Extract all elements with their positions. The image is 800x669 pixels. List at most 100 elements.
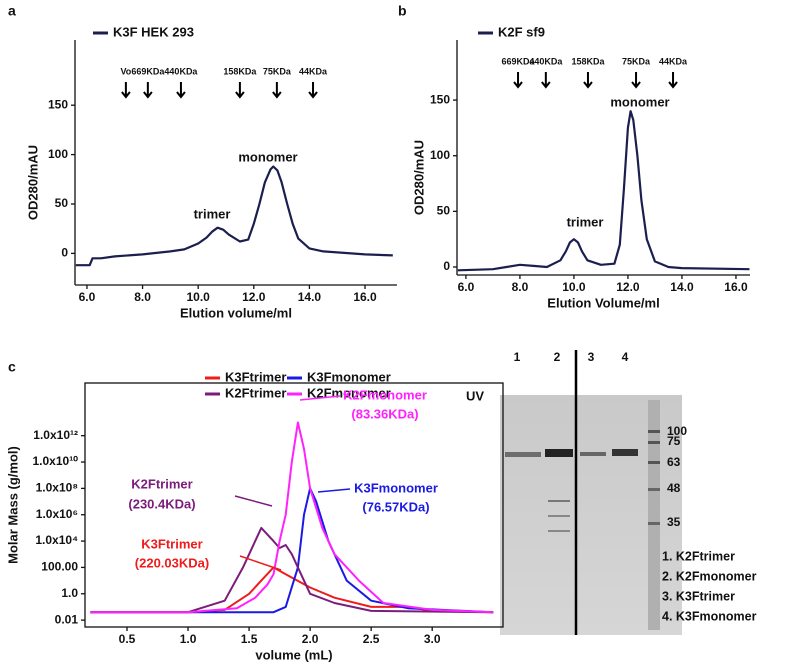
marker-arrow	[308, 82, 318, 99]
lane-label: 2	[554, 350, 561, 364]
marker-arrow	[176, 82, 186, 99]
annotation-arrow	[234, 495, 273, 507]
marker-arrow	[235, 82, 245, 99]
x-tick-label: 14.0	[670, 280, 694, 294]
annotation: (76.57KDa)	[362, 499, 429, 514]
plot-frame	[84, 382, 504, 628]
y-tick-label: 50	[437, 204, 451, 218]
marker-label: 44KDa	[299, 66, 328, 76]
y-tick-label: 50	[55, 196, 69, 210]
annotation: (83.36KDa)	[351, 406, 418, 421]
marker-label: 440KDa	[164, 66, 198, 76]
x-tick-label: 2.5	[363, 632, 380, 646]
x-tick-label: 8.0	[512, 280, 529, 294]
marker-arrow	[583, 72, 593, 89]
legend-label: K2F sf9	[498, 24, 545, 39]
y-tick-label: 1.0x10⁶	[36, 507, 78, 521]
x-tick-label: 6.0	[79, 290, 96, 304]
x-tick-label: 14.0	[298, 290, 322, 304]
y-tick-label: 0.01	[55, 612, 79, 626]
marker-label: Vo	[120, 66, 131, 76]
y-tick-label: 1.0x10⁴	[35, 533, 78, 547]
x-axis-title: Elution Volume/ml	[547, 295, 659, 310]
y-tick-label: 100.00	[41, 560, 78, 574]
gel-legend: 3. K3Ftrimer	[662, 589, 735, 603]
y-tick-label: 1.0x10¹⁰	[32, 454, 78, 468]
marker-label: 669KDa	[131, 66, 165, 76]
annotation: K2Fmonomer	[343, 387, 427, 402]
x-tick-label: 8.0	[134, 290, 151, 304]
series-line	[75, 165, 393, 267]
legend-label: K3Ftrimer	[225, 369, 286, 384]
annotation-arrow	[239, 555, 282, 571]
marker-label: 158KDa	[223, 66, 257, 76]
marker-arrow	[541, 72, 551, 89]
annotation-arrow	[317, 488, 351, 493]
x-tick-label: 12.0	[616, 280, 640, 294]
marker-label: 44KDa	[659, 56, 688, 66]
y-axis-title: OD280/mAU	[411, 140, 426, 215]
x-axis-title: volume (mL)	[255, 647, 332, 662]
annotation: (220.03KDa)	[135, 555, 209, 570]
annotation: monomer	[610, 94, 669, 109]
x-tick-label: 2.0	[302, 632, 319, 646]
series-line	[90, 421, 494, 614]
y-tick-label: 1.0	[61, 586, 78, 600]
gel-legend: 4. K3Fmonomer	[662, 609, 757, 623]
marker-arrow	[143, 82, 153, 99]
panel-label: a	[8, 3, 16, 19]
y-tick-label: 100	[430, 148, 450, 162]
y-tick-label: 1.0x10¹²	[33, 428, 78, 442]
y-axis-title: OD280/mAU	[25, 145, 40, 220]
marker-arrow	[513, 72, 523, 89]
marker-label: 440KDa	[529, 56, 563, 66]
annotation: UV	[466, 388, 484, 403]
x-tick-label: 10.0	[562, 280, 586, 294]
x-tick-label: 12.0	[242, 290, 266, 304]
panel-label: c	[8, 359, 16, 375]
gel-image	[500, 350, 682, 635]
y-tick-label: 100	[48, 147, 68, 161]
ladder-label: 100	[667, 424, 687, 438]
annotation: trimer	[194, 206, 231, 221]
ladder-label: 48	[667, 481, 681, 495]
lane-label: 4	[622, 350, 629, 364]
y-tick-label: 1.0x10⁸	[36, 481, 78, 495]
annotation: K3Fmonomer	[354, 480, 438, 495]
series-line	[457, 110, 750, 272]
y-tick-label: 0	[61, 246, 68, 260]
marker-arrow	[272, 82, 282, 99]
y-tick-label: 150	[48, 97, 68, 111]
annotation-arrow	[299, 395, 341, 401]
marker-label: 158KDa	[571, 56, 605, 66]
lane-label: 3	[588, 350, 595, 364]
annotation: monomer	[238, 149, 297, 164]
series-line	[90, 526, 494, 614]
ladder-label: 63	[667, 455, 681, 469]
marker-label: 669KDa	[502, 56, 536, 66]
annotation: K2Ftrimer	[131, 476, 192, 491]
x-tick-label: 0.5	[119, 632, 136, 646]
x-tick-label: 10.0	[187, 290, 211, 304]
gel-legend: 1. K2Ftrimer	[662, 549, 735, 563]
x-tick-label: 6.0	[458, 280, 475, 294]
ladder-label: 35	[667, 515, 681, 529]
ladder-label: 75	[667, 434, 681, 448]
panel-label: b	[398, 3, 407, 19]
x-axis-title: Elution volume/ml	[180, 305, 292, 320]
annotation: trimer	[567, 214, 604, 229]
gel-legend: 2. K2Fmonomer	[662, 569, 757, 583]
annotation: (230.4KDa)	[128, 496, 195, 511]
y-tick-label: 150	[430, 92, 450, 106]
marker-label: 75KDa	[622, 56, 651, 66]
lane-label: 1	[514, 350, 521, 364]
x-tick-label: 1.0	[180, 632, 197, 646]
x-tick-label: 3.0	[424, 632, 441, 646]
x-tick-label: 16.0	[353, 290, 377, 304]
legend-label: K2Ftrimer	[225, 385, 286, 400]
legend-label: K3F HEK 293	[113, 24, 194, 39]
x-tick-label: 1.5	[241, 632, 258, 646]
marker-arrow	[668, 72, 678, 89]
annotation: K3Ftrimer	[141, 536, 202, 551]
